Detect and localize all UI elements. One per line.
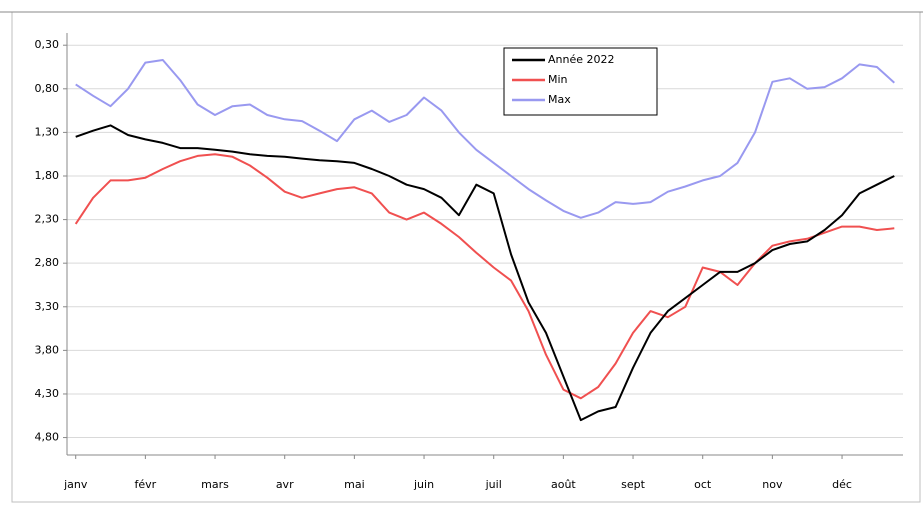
- y-tick-label: 2,30: [35, 213, 60, 226]
- y-tick-label: 3,80: [35, 343, 60, 356]
- chart-frame: [11, 11, 921, 503]
- y-tick-label: 3,30: [35, 300, 60, 313]
- x-tick-label: août: [551, 478, 576, 491]
- x-tick-label: déc: [832, 478, 852, 491]
- x-tick-label: sept: [621, 478, 645, 491]
- y-tick-label: 2,80: [35, 256, 60, 269]
- y-tick-label: 0,30: [35, 38, 60, 51]
- x-tick-label: avr: [276, 478, 294, 491]
- x-tick-label: oct: [694, 478, 712, 491]
- series-line: [75, 124, 895, 422]
- x-tick-label: juin: [413, 478, 434, 491]
- series-line: [75, 59, 895, 219]
- x-tick-label: mars: [201, 478, 229, 491]
- x-tick-label: nov: [762, 478, 783, 491]
- y-tick-label: 4,30: [35, 387, 60, 400]
- legend-label: Min: [548, 73, 568, 86]
- x-tick-label: juil: [485, 478, 502, 491]
- y-tick-label: 1,30: [35, 125, 60, 138]
- x-tick-label: mai: [344, 478, 365, 491]
- y-tick-label: 4,80: [35, 431, 60, 444]
- y-tick-label: 1,80: [35, 169, 60, 182]
- y-tick-label: 0,80: [35, 82, 60, 95]
- x-tick-label: févr: [135, 478, 157, 491]
- legend-label: Année 2022: [548, 53, 615, 66]
- x-tick-label: janv: [63, 478, 88, 491]
- legend: Année 2022 Min Max: [503, 47, 658, 116]
- legend-label: Max: [548, 93, 571, 106]
